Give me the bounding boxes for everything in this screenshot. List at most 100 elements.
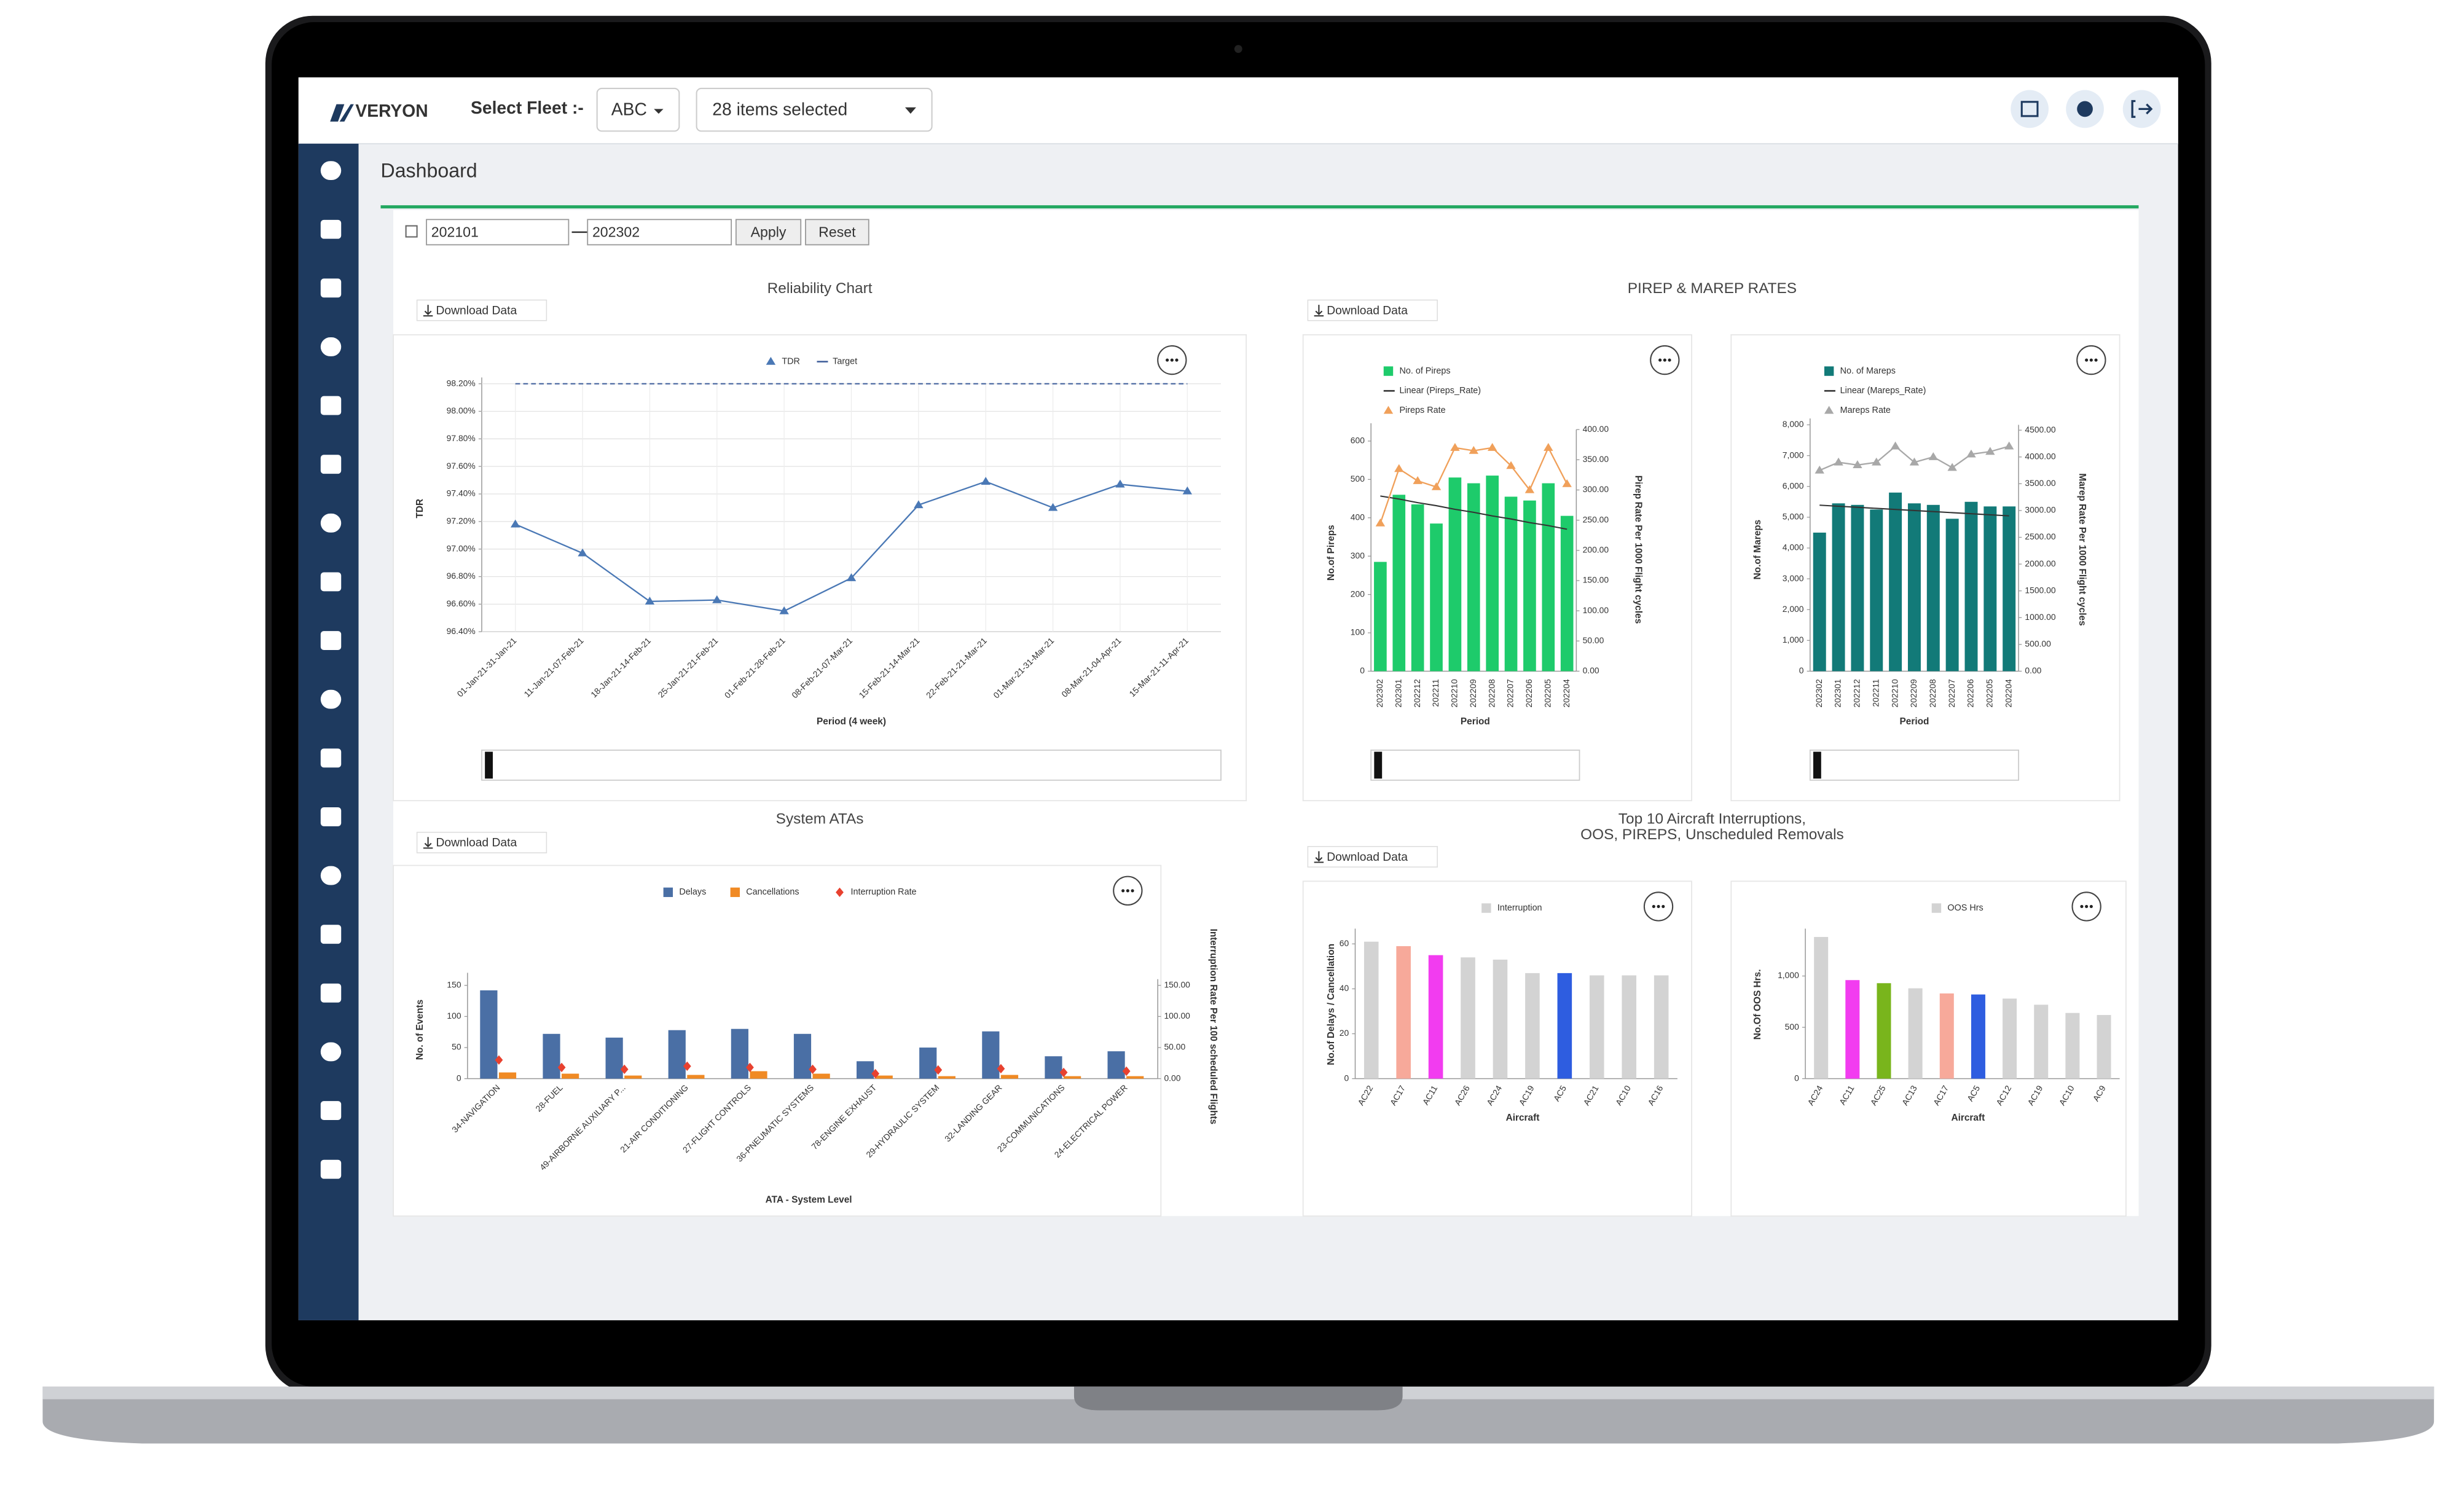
- data-point: [510, 519, 520, 528]
- legend-label: Pireps Rate: [1399, 405, 1445, 415]
- y-tick-label: 3,000: [1783, 573, 1804, 583]
- chart-card: [1730, 334, 2121, 802]
- menu-dot: [2080, 904, 2084, 909]
- bar: [1945, 519, 1959, 672]
- grid-button[interactable]: [2011, 90, 2049, 128]
- sidebar-icon[interactable]: [320, 983, 342, 1003]
- legend-label: Cancellations: [746, 887, 799, 897]
- bar: [812, 1073, 830, 1079]
- sidebar-icon[interactable]: [320, 1042, 342, 1062]
- slider-handle[interactable]: [1813, 751, 1821, 779]
- sidebar-icon[interactable]: [320, 278, 342, 298]
- chart-card: [1302, 880, 1692, 1217]
- data-point: [1506, 461, 1516, 469]
- data-point: [1182, 486, 1193, 495]
- x-tick-label: 202205: [1985, 679, 1995, 708]
- y-tick-label: 20: [1340, 1028, 1349, 1038]
- data-point: [1375, 518, 1386, 527]
- bar: [938, 1076, 955, 1079]
- chart-title: Reliability Chart: [767, 280, 873, 297]
- bar: [1126, 1076, 1144, 1079]
- x-tick-label: 202212: [1852, 679, 1862, 708]
- data-point: [645, 597, 655, 605]
- bar: [1542, 483, 1555, 672]
- sidebar-icon[interactable]: [320, 513, 342, 533]
- range-slider[interactable]: [1370, 750, 1580, 781]
- bar: [1832, 503, 1845, 672]
- sidebar-icon[interactable]: [320, 748, 342, 768]
- sidebar-icon[interactable]: [320, 455, 342, 474]
- range-slider[interactable]: [481, 750, 1222, 781]
- y-tick-label: 96.60%: [447, 598, 476, 608]
- panel-title-line: OOS, PIREPS, Unscheduled Removals: [1580, 826, 1844, 843]
- apply-button[interactable]: [735, 219, 802, 246]
- y2-tick-label: 1000.00: [2025, 612, 2055, 622]
- y-tick-label: 100: [447, 1011, 461, 1020]
- menu-dot: [2094, 358, 2098, 362]
- y-tick-label: 200: [1351, 589, 1365, 598]
- x-tick-label: 202208: [1928, 679, 1937, 708]
- x-tick-label: 202204: [1561, 679, 1571, 708]
- laptop-notch: [1073, 1386, 1403, 1411]
- to-input[interactable]: [587, 219, 732, 246]
- menu-dot: [1662, 904, 1665, 909]
- menu-dot: [2085, 904, 2089, 909]
- brand-name: VERYON: [355, 101, 428, 120]
- reset-label: Reset: [818, 224, 856, 240]
- sidebar-icon[interactable]: [320, 161, 342, 181]
- reset-button[interactable]: [805, 219, 869, 246]
- sidebar-icon[interactable]: [320, 925, 342, 944]
- sidebar-icon[interactable]: [320, 219, 342, 239]
- data-point: [712, 595, 722, 603]
- bar: [1525, 973, 1540, 1079]
- bar: [2003, 506, 2016, 672]
- x-tick-label: 202209: [1909, 679, 1918, 708]
- y-tick-label: 8,000: [1783, 419, 1804, 429]
- data-point: [871, 1068, 880, 1079]
- data-point: [1872, 457, 1881, 466]
- sidebar-icon[interactable]: [320, 689, 342, 709]
- x-tick-label: 202206: [1966, 679, 1976, 708]
- content-panel: [393, 210, 2139, 1216]
- slider-handle[interactable]: [1374, 751, 1383, 779]
- y-tick-label: 500: [1351, 474, 1365, 484]
- download-button[interactable]: [1307, 846, 1438, 868]
- y-tick-label: 0: [1360, 665, 1365, 675]
- bar: [1813, 532, 1826, 672]
- legend-swatch: [1824, 405, 1834, 414]
- menu-dot: [2089, 358, 2093, 362]
- x-axis-title: Period: [1461, 716, 1490, 727]
- bar: [1851, 504, 1864, 672]
- from-input[interactable]: [426, 219, 570, 246]
- sidebar-icon[interactable]: [320, 337, 342, 356]
- bar: [793, 1033, 812, 1079]
- legend-swatch: [1383, 366, 1394, 376]
- items-dropdown[interactable]: [696, 87, 933, 132]
- download-button[interactable]: [416, 299, 547, 321]
- sidebar-icon[interactable]: [320, 1159, 342, 1179]
- data-point: [2004, 441, 2014, 450]
- x-tick-label: 202209: [1468, 679, 1478, 708]
- chart-card: [1730, 880, 2127, 1217]
- data-point: [1928, 452, 1939, 460]
- slider-handle[interactable]: [485, 751, 493, 779]
- range-slider[interactable]: [1809, 750, 2020, 781]
- bar: [1654, 975, 1669, 1079]
- fleet-dropdown[interactable]: [596, 87, 680, 132]
- download-button[interactable]: [416, 831, 547, 853]
- download-button[interactable]: [1307, 299, 1438, 321]
- y2-tick-label: 100.00: [1164, 1011, 1190, 1020]
- sidebar-icon[interactable]: [320, 1101, 342, 1121]
- chart-card: [393, 334, 1247, 802]
- sidebar-icon[interactable]: [320, 396, 342, 415]
- sidebar-icon[interactable]: [320, 631, 342, 651]
- sidebar-icon[interactable]: [320, 807, 342, 826]
- data-point: [1966, 449, 1976, 458]
- y-axis-title: TDR: [415, 499, 425, 519]
- y2-tick-label: 3000.00: [2025, 505, 2055, 515]
- bar: [1411, 504, 1424, 672]
- sidebar-icon[interactable]: [320, 572, 342, 592]
- sidebar-icon[interactable]: [320, 866, 342, 885]
- caret: [654, 109, 664, 114]
- y-tick-label: 97.60%: [447, 461, 476, 471]
